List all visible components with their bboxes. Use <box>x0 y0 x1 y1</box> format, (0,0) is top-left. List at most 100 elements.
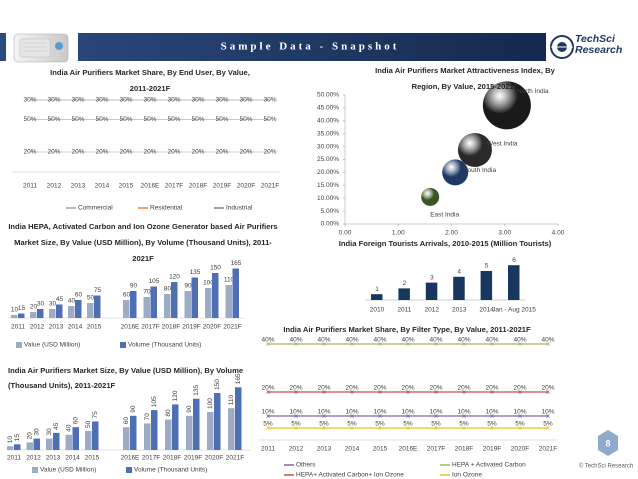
x-tick-label: 2011 <box>11 324 25 331</box>
data-label: 30% <box>47 97 60 104</box>
x-tick-label: 2016E <box>121 455 140 462</box>
bar <box>11 315 18 318</box>
data-label: 110 <box>228 394 235 405</box>
bar <box>151 410 158 450</box>
point-marker <box>378 426 382 430</box>
x-tick-label: 2014 <box>65 455 80 462</box>
x-tick-label: 2019F <box>483 446 501 453</box>
data-label: 5% <box>375 421 385 428</box>
data-label: 10 <box>11 307 19 314</box>
x-tick-label: 2021F <box>261 183 279 190</box>
data-label: 120 <box>172 390 179 401</box>
data-label: 50 <box>85 420 92 428</box>
point-marker <box>266 426 270 430</box>
data-label: 30% <box>215 97 228 104</box>
x-tick-label: 2017F <box>165 183 183 190</box>
legend-label: Commercial <box>78 205 113 212</box>
data-label: 75 <box>94 287 102 294</box>
data-label: 20% <box>95 149 108 156</box>
data-label: 105 <box>151 396 158 407</box>
data-label: 10% <box>345 409 358 416</box>
y-tick-label: 20.00% <box>317 169 339 176</box>
legend-label: Volume (Thousand Units) <box>128 342 201 349</box>
data-label: 20% <box>513 385 526 392</box>
data-label: 5 <box>485 263 489 270</box>
x-tick-label: 2010 <box>370 307 385 314</box>
data-label: 50% <box>119 116 132 123</box>
point-marker <box>350 414 354 418</box>
bar <box>65 434 72 450</box>
bubble <box>442 159 469 186</box>
point-marker <box>350 342 354 346</box>
bar <box>165 419 172 450</box>
data-label: 20% <box>317 385 330 392</box>
point-marker <box>322 414 326 418</box>
point-marker <box>462 390 466 394</box>
data-label: 60 <box>75 292 83 299</box>
data-label: 20% <box>429 385 442 392</box>
x-tick-label: 2013 <box>317 446 332 453</box>
data-label: 150 <box>210 265 221 272</box>
data-label: 50% <box>71 116 84 123</box>
legend-label: Ion Ozone <box>452 472 482 479</box>
point-marker <box>294 390 298 394</box>
data-label: 3 <box>430 274 434 281</box>
point-marker <box>546 390 550 394</box>
page-number: 8 <box>605 438 610 448</box>
y-tick-label: 30.00% <box>317 143 339 150</box>
point-marker <box>406 390 410 394</box>
bar <box>26 442 33 450</box>
bar <box>49 309 56 318</box>
point-marker <box>518 390 522 394</box>
bar <box>94 295 101 318</box>
x-tick-label: 2016E <box>141 183 160 190</box>
bar <box>143 297 150 318</box>
chart-title: India Foreign Tourists Arrivals, 2010-20… <box>338 239 552 248</box>
data-label: 20% <box>167 149 180 156</box>
data-label: 30% <box>95 97 108 104</box>
point-marker <box>434 426 438 430</box>
bar <box>46 438 53 450</box>
data-label: 4 <box>457 269 461 276</box>
data-label: 45 <box>53 422 60 430</box>
bar <box>7 446 14 450</box>
data-label: 20% <box>261 385 274 392</box>
point-marker <box>350 390 354 394</box>
data-label: 50% <box>215 116 228 123</box>
x-tick-label: 2013 <box>452 307 467 314</box>
x-tick-label: 2015 <box>119 183 134 190</box>
bar <box>186 415 193 450</box>
x-tick-label: 2014 <box>95 183 110 190</box>
x-tick-label: 2013 <box>49 324 64 331</box>
y-tick-label: 45.00% <box>317 105 339 112</box>
x-tick-label: 2012 <box>47 183 62 190</box>
copyright: © TechSci Research <box>579 463 633 470</box>
data-label: 10% <box>373 409 386 416</box>
x-tick-label: 2020F <box>511 446 529 453</box>
data-label: 40% <box>345 337 358 344</box>
data-label: 60 <box>123 292 131 299</box>
bar <box>33 438 40 450</box>
bar <box>207 412 214 450</box>
data-label: 15 <box>14 434 21 442</box>
data-label: 30% <box>191 97 204 104</box>
data-label: 40% <box>401 337 414 344</box>
point-marker <box>378 390 382 394</box>
point-marker <box>322 342 326 346</box>
data-label: 5% <box>347 421 357 428</box>
point-marker <box>322 390 326 394</box>
point-marker <box>266 390 270 394</box>
x-tick-label: 2014 <box>479 307 494 314</box>
data-label: 50% <box>239 116 252 123</box>
data-label: 10 <box>7 436 14 444</box>
y-tick-label: 35.00% <box>317 130 339 137</box>
data-label: 10% <box>261 409 274 416</box>
data-label: 10% <box>317 409 330 416</box>
brand: TechSci Research <box>575 33 623 56</box>
data-label: 20% <box>47 149 60 156</box>
x-tick-label: 2018F <box>189 183 207 190</box>
data-label: 30 <box>37 301 45 308</box>
bar <box>18 313 25 318</box>
bubble-label: North India <box>517 88 549 95</box>
